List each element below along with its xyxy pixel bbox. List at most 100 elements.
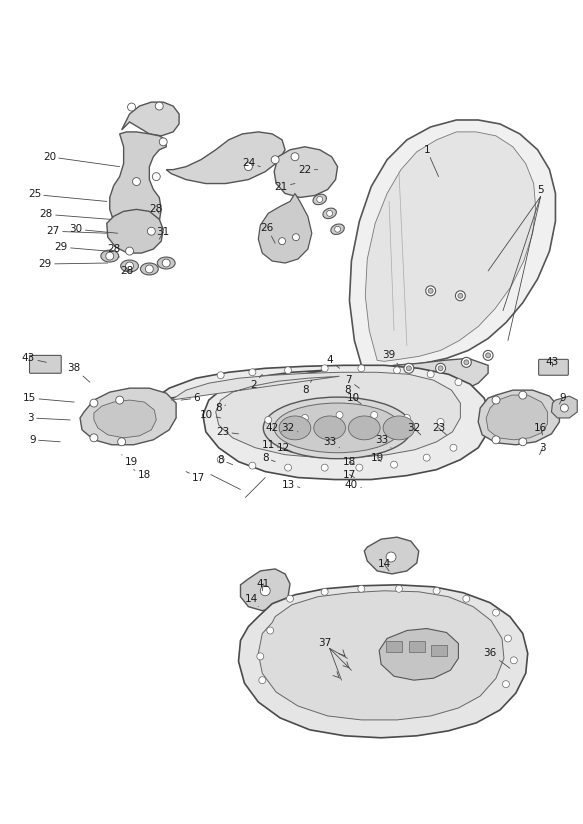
Text: 17: 17 xyxy=(186,471,206,483)
FancyBboxPatch shape xyxy=(431,645,447,657)
Circle shape xyxy=(217,372,224,379)
Text: 20: 20 xyxy=(43,152,120,166)
Polygon shape xyxy=(349,120,556,375)
Text: 32: 32 xyxy=(282,423,298,433)
Circle shape xyxy=(321,464,328,471)
Circle shape xyxy=(257,653,264,660)
Circle shape xyxy=(259,677,266,684)
Circle shape xyxy=(461,358,471,368)
Text: 18: 18 xyxy=(343,456,356,466)
Circle shape xyxy=(267,627,273,634)
Text: 18: 18 xyxy=(134,470,151,480)
Circle shape xyxy=(265,416,272,424)
Circle shape xyxy=(486,353,490,358)
Circle shape xyxy=(464,360,469,365)
Text: 8: 8 xyxy=(262,452,275,463)
Ellipse shape xyxy=(121,260,139,272)
Polygon shape xyxy=(379,629,458,680)
Text: 19: 19 xyxy=(122,455,138,466)
Text: 14: 14 xyxy=(377,559,391,571)
Circle shape xyxy=(279,237,286,245)
Text: 16: 16 xyxy=(534,423,547,435)
Circle shape xyxy=(335,227,340,232)
Circle shape xyxy=(503,681,510,688)
Text: 28: 28 xyxy=(107,244,120,257)
Text: 37: 37 xyxy=(318,639,331,648)
Polygon shape xyxy=(364,358,488,397)
Text: 39: 39 xyxy=(382,350,399,365)
Ellipse shape xyxy=(274,403,401,452)
Text: 10: 10 xyxy=(200,410,221,420)
Circle shape xyxy=(125,262,134,270)
Polygon shape xyxy=(552,396,577,418)
Circle shape xyxy=(427,371,434,377)
Circle shape xyxy=(358,365,365,372)
Text: 40: 40 xyxy=(345,480,361,489)
Ellipse shape xyxy=(313,194,326,204)
Circle shape xyxy=(132,178,141,185)
Circle shape xyxy=(510,657,517,664)
Polygon shape xyxy=(149,365,490,480)
Text: 38: 38 xyxy=(68,363,90,382)
Text: 8: 8 xyxy=(344,385,354,396)
Polygon shape xyxy=(364,537,419,574)
Text: 8: 8 xyxy=(303,380,312,396)
Circle shape xyxy=(301,414,308,421)
Text: 19: 19 xyxy=(371,452,384,463)
Text: 41: 41 xyxy=(257,578,270,591)
Circle shape xyxy=(493,609,500,616)
Circle shape xyxy=(433,588,440,594)
Circle shape xyxy=(455,379,462,386)
Circle shape xyxy=(128,103,135,111)
Circle shape xyxy=(386,552,396,562)
Polygon shape xyxy=(274,147,338,198)
Polygon shape xyxy=(122,102,179,136)
Circle shape xyxy=(326,210,333,217)
Polygon shape xyxy=(107,209,163,253)
Text: 17: 17 xyxy=(343,470,356,480)
Text: 43: 43 xyxy=(546,358,559,368)
Text: 42: 42 xyxy=(266,423,282,433)
Circle shape xyxy=(406,366,412,371)
Polygon shape xyxy=(238,585,528,737)
Circle shape xyxy=(115,396,124,404)
FancyBboxPatch shape xyxy=(539,359,568,375)
Text: 1: 1 xyxy=(423,145,438,176)
Circle shape xyxy=(291,152,299,161)
Ellipse shape xyxy=(331,224,345,235)
Text: 26: 26 xyxy=(261,223,275,243)
Ellipse shape xyxy=(101,250,119,262)
Text: 8: 8 xyxy=(215,403,226,413)
Ellipse shape xyxy=(141,263,158,275)
Text: 5: 5 xyxy=(538,185,544,194)
Circle shape xyxy=(356,464,363,471)
Circle shape xyxy=(463,595,470,602)
Text: 21: 21 xyxy=(275,181,295,191)
Circle shape xyxy=(519,438,526,446)
Circle shape xyxy=(155,102,163,110)
FancyBboxPatch shape xyxy=(30,355,61,373)
Circle shape xyxy=(249,369,256,376)
Circle shape xyxy=(145,265,153,273)
Polygon shape xyxy=(110,132,166,233)
Polygon shape xyxy=(478,390,560,445)
Circle shape xyxy=(519,391,526,399)
Circle shape xyxy=(336,411,343,419)
Circle shape xyxy=(492,436,500,444)
Circle shape xyxy=(423,454,430,461)
Polygon shape xyxy=(258,591,504,720)
Text: 6: 6 xyxy=(181,393,200,403)
Text: 3: 3 xyxy=(27,413,70,423)
Polygon shape xyxy=(166,132,285,184)
Text: 23: 23 xyxy=(432,423,447,435)
Text: 30: 30 xyxy=(69,224,118,234)
Circle shape xyxy=(271,156,279,164)
Circle shape xyxy=(90,434,98,442)
Circle shape xyxy=(437,419,444,425)
Polygon shape xyxy=(258,194,312,263)
Circle shape xyxy=(159,138,167,146)
Circle shape xyxy=(321,365,328,372)
Ellipse shape xyxy=(157,257,175,269)
Text: 33: 33 xyxy=(375,435,391,447)
Ellipse shape xyxy=(383,416,415,440)
